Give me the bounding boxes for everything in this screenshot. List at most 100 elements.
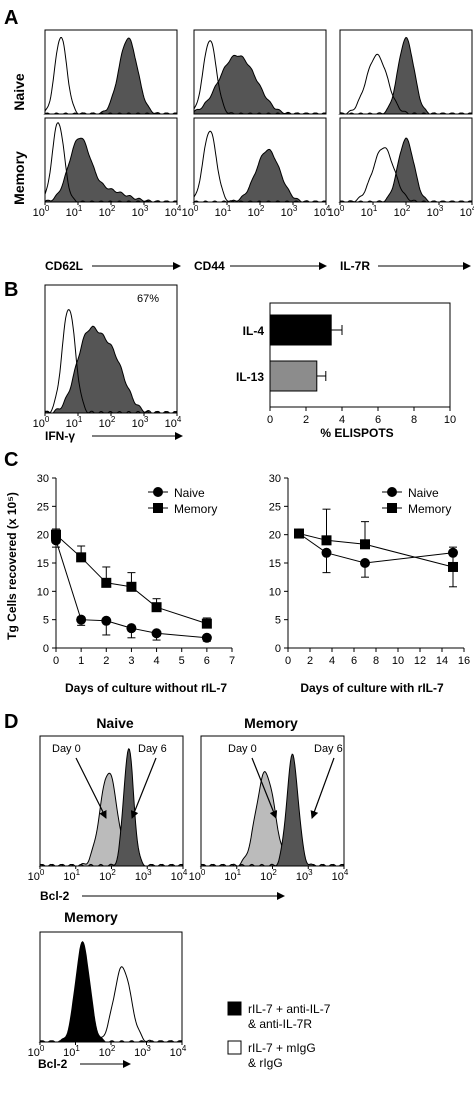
c-left-point-naive: [76, 614, 87, 625]
a-hist-1-2-curve-stained: [338, 137, 473, 203]
c-right-xtick-label: 4: [329, 655, 335, 667]
d-naive-tick-label: 100: [28, 868, 45, 883]
d-legend-swatch-control: [227, 1040, 242, 1055]
c-left-ytick-label: 20: [37, 530, 49, 542]
a-hist-1-0-tick-label: 104: [165, 204, 182, 219]
panel-letter-d: D: [4, 711, 18, 733]
c-left-xtick-label: 7: [229, 655, 235, 667]
d-naive-tick-label: 102: [99, 868, 116, 883]
a-hist-1-1-curve-control: [193, 130, 327, 203]
d-naive-tick-label: 101: [63, 868, 80, 883]
elispot-bar-il-13: [269, 360, 318, 392]
elispot-bar-chart: % ELISPOTS IL-4 IL-13 0 2 4 6 8 10: [236, 302, 456, 440]
d-naive-day0-label: Day 0: [52, 743, 81, 755]
b-hist-tick-label: 103: [132, 415, 149, 430]
c-left-xtick-label: 4: [154, 655, 160, 667]
a-hist-1-0-curve-stained: [44, 137, 178, 203]
elispot-frame: [269, 302, 451, 408]
b-hist-curve-stained: [44, 325, 178, 414]
c-left-point-memory: [201, 618, 212, 629]
a-hist-1-0-tick-label: 103: [132, 204, 149, 219]
d-bottom-tick-label: 103: [134, 1044, 151, 1059]
d-memory-day6-label: Day 6: [314, 743, 343, 755]
panel-d-bottom-histogram: 100 101 102 103 104: [28, 931, 187, 1059]
c-right-point-memory: [360, 539, 370, 550]
d-legend-control-line1: rIL-7 + mIgG: [248, 1041, 316, 1055]
elispot-category-label: IL-13: [236, 370, 264, 384]
c-right-legend-marker: [387, 487, 397, 497]
c-left-legend-label: Naive: [174, 486, 205, 500]
panel-d-histograms: 100 101 102 103 104 100 101 102 103 104: [28, 735, 349, 883]
c-right-ytick-label: 5: [275, 615, 281, 627]
c-right-ytick-label: 20: [269, 530, 281, 542]
d-legend-blocked-line2: & anti-IL-7R: [248, 1017, 312, 1031]
row-label-memory: Memory: [11, 151, 27, 205]
a-hist-0-1-curve-stained: [193, 54, 327, 115]
c-right-point-memory: [294, 528, 304, 539]
a-hist-0-0-curve-control: [44, 37, 178, 115]
c-left-xtick-label: 1: [78, 655, 84, 667]
c-left-point-memory: [151, 602, 162, 613]
d-legend-control-line2: & rIgG: [248, 1056, 283, 1070]
c-left-point-naive: [201, 632, 212, 643]
d-memory-tick-label: 101: [224, 868, 241, 883]
c-left-xtick-label: 0: [53, 655, 59, 667]
d-memory-curve-day6: [200, 753, 345, 867]
c-left-ytick-label: 30: [37, 473, 49, 485]
d-naive-tick-label: 103: [135, 868, 152, 883]
c-right-ytick-label: 30: [269, 473, 281, 485]
b-hist-tick-label: 102: [99, 415, 116, 430]
a-hist-1-2-tick-label: 103: [427, 204, 444, 219]
b-hist-tick-label: 101: [66, 415, 83, 430]
d-naive-day6-arrow: [130, 757, 157, 819]
a-hist-1-0-curve-control: [44, 122, 178, 203]
d-naive-tick-label: 104: [171, 868, 188, 883]
c-right-xtick-label: 10: [392, 655, 404, 667]
c-right-point-naive: [321, 547, 332, 558]
panel-b-histogram: 100 101 102 103 104: [33, 284, 182, 430]
a-hist-1-0-tick-label: 102: [99, 204, 116, 219]
c-left-point-naive: [101, 615, 112, 626]
d-naive-curve-day0: [38, 772, 184, 867]
d-bottom-tick-label: 104: [170, 1044, 187, 1059]
c-right-point-memory: [321, 535, 332, 546]
c-right-line-naive: [298, 533, 454, 564]
d-memory-tick-label: 100: [189, 868, 206, 883]
a-hist-1-0-tick-label: 100: [33, 204, 50, 219]
a-hist-1-1-tick-label: 100: [182, 204, 199, 219]
marker-label-cd44: CD44: [194, 259, 225, 273]
d-bottom-curve-control: [39, 966, 183, 1043]
d-memory-curve-day0: [199, 771, 345, 867]
c-left-ytick-label: 5: [43, 615, 49, 627]
c-left-xtick-label: 6: [204, 655, 210, 667]
c-left-point-memory: [101, 577, 112, 588]
c-right-xtick-label: 2: [307, 655, 313, 667]
marker-label-cd62l: CD62L: [45, 259, 83, 273]
d-memory-tick-label: 103: [296, 868, 313, 883]
c-right-point-naive: [360, 558, 370, 568]
d-naive-curve-day6: [39, 748, 184, 867]
c-right-ytick-label: 10: [269, 586, 281, 598]
elispot-xlabel: % ELISPOTS: [320, 426, 393, 440]
line-chart-with-ril7: Days of culture with rIL-7 0 2 4 6 8 10 12 14 16…: [269, 473, 470, 695]
c-right-legend-label: Memory: [408, 502, 451, 516]
c-right-ytick-label: 0: [275, 643, 281, 655]
a-hist-0-2-curve-control: [339, 53, 473, 115]
b-hist-curve-control: [44, 309, 178, 414]
a-hist-1-2-tick-label: 101: [361, 204, 378, 219]
d-bottom-title: Memory: [64, 909, 118, 925]
a-hist-1-0-tick-label: 101: [66, 204, 83, 219]
panel-c-left-xlabel: Days of culture without rIL-7: [65, 681, 227, 695]
a-hist-0-1-curve-control: [193, 40, 327, 115]
d-top-marker-label: Bcl-2: [40, 889, 70, 903]
d-memory-tick-label: 104: [332, 868, 349, 883]
c-right-line-memory: [298, 533, 454, 568]
d-bottom-marker-label: Bcl-2: [38, 1057, 68, 1071]
a-hist-1-2-tick-label: 102: [394, 204, 411, 219]
c-left-xtick-label: 2: [103, 655, 109, 667]
d-memory-day6-arrow: [310, 757, 335, 819]
elispot-xtick-label: 6: [375, 414, 381, 426]
c-right-xtick-label: 8: [373, 655, 379, 667]
c-left-legend-marker: [153, 487, 163, 497]
